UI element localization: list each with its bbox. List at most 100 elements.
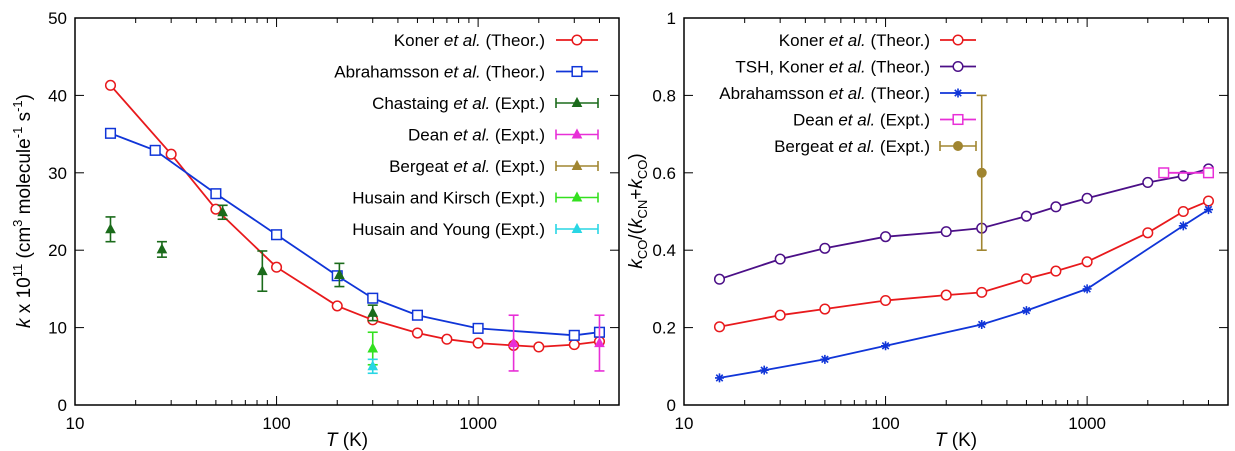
right-koner-point [713,321,726,333]
right-legend-item-tsh: TSH, Koner et al. (Theor.) [735,58,976,77]
right-koner-point [819,303,831,315]
left-chastaing-point [257,265,268,276]
right-legend-label-bergeat: Bergeat et al. (Expt.) [774,137,930,156]
right-dean-point [1158,167,1170,179]
left-legend-item-chastaing: Chastaing et al. (Expt.) [372,94,599,113]
right-legend-text: (Theor.) [866,31,930,50]
left-series-koner [104,79,606,353]
right-koner-point [1020,273,1032,285]
left-legend-marker [571,65,583,78]
left-legend-text: et al. [453,157,490,176]
right-tsh-line [719,168,1209,281]
chart-right: 10 100 1000 0 0.2 0.4 0.6 0.8 1 T (K) kCO/(kCN+k… [626,9,1229,451]
left-y-tick-label: 40 [48,86,67,105]
left-y-tick-label: 30 [48,164,67,183]
right-legend-label-abrahamsson: Abrahamsson et al. (Theor.) [719,84,930,103]
right-abrahamsson-point [1203,205,1213,215]
left-legend-item-husain_kirsch: Husain and Kirsch (Expt.) [352,189,599,208]
right-y-tick-label: 0.4 [652,241,676,260]
left-husain_young-point [367,360,379,371]
right-series-dean [1158,167,1215,179]
right-legend-text: et al. [829,84,866,103]
right-legend-text: et al. [838,137,875,156]
right-koner-point [880,294,892,307]
left-legend-label-husain_young: Husain and Young (Expt.) [352,220,545,239]
left-legend-label-abrahamsson: Abrahamsson et al. (Theor.) [334,63,545,82]
left-koner-point [210,203,222,215]
left-legend-text: (Theor.) [481,31,545,50]
left-legend-label-husain_kirsch: Husain and Kirsch (Expt.) [352,189,545,208]
left-legend-marker [571,159,583,170]
right-legend-marker [953,141,963,151]
right-legend-marker [952,34,964,46]
right-tsh-point [1050,201,1062,213]
left-legend-marker [571,96,583,107]
left-chastaing-point [367,306,379,317]
left-legend-item-koner: Koner et al. (Theor.) [394,31,598,50]
right-koner-point [1050,265,1062,277]
left-legend-text: et al. [453,126,490,145]
right-abrahamsson-point [1082,284,1092,294]
left-series-chastaing [105,204,379,322]
left-abrahamsson-point [472,322,484,334]
left-abrahamsson-point [367,292,379,304]
left-legend-item-bergeat: Bergeat et al. (Expt.) [389,157,599,176]
left-legend-marker [571,128,583,139]
left-legend-text: et al. [444,31,481,50]
left-legend-text: (Expt.) [490,126,545,145]
right-koner-line [719,200,1209,328]
right-legend-text: (Expt.) [875,111,930,130]
left-koner-point [331,300,343,312]
right-legend-text: et al. [838,111,875,130]
left-x-tick-label: 1000 [459,414,497,433]
right-abrahamsson-point [714,373,724,383]
right-abrahamsson-point [881,341,891,351]
left-koner-point [441,333,453,345]
right-dean-point [1202,167,1215,179]
right-abrahamsson-point [977,320,987,330]
right-tsh-point [1081,192,1093,204]
left-y-tick-label: 10 [48,319,67,338]
left-legend-item-abrahamsson: Abrahamsson et al. (Theor.) [334,63,598,82]
left-koner-point [411,327,423,339]
left-x-tick-label: 100 [262,414,290,433]
left-koner-point [533,341,545,353]
left-legend-text: Chastaing [372,94,453,113]
right-koner-point [774,309,786,321]
right-series-abrahamsson [714,205,1213,383]
right-legend-marker [952,113,964,126]
right-legend-text: Abrahamsson [719,84,829,103]
right-legend-text: (Theor.) [866,58,930,77]
left-series [104,79,606,375]
left-legend-item-dean: Dean et al. (Expt.) [408,126,599,145]
left-plot-frame [74,17,620,406]
left-abrahamsson-point [271,229,283,241]
right-koner-point [1081,256,1093,268]
right-bergeat-point [976,167,987,178]
right-legend-label-dean: Dean et al. (Expt.) [793,111,930,130]
right-ylabel: kCO/(kCN+kCO) [626,153,650,268]
right-koner-point [940,289,952,301]
right-abrahamsson-point [759,365,769,375]
right-koner-point [1177,205,1189,218]
left-legend-text: Dean [408,126,453,145]
right-legend-text: (Theor.) [866,84,930,103]
left-chastaing-point [217,206,228,217]
right-xlabel: T (K) [935,430,977,451]
right-tsh-point [774,253,786,265]
left-y-tick-label: 50 [48,9,67,28]
left-legend-text: Husain and Young (Expt.) [352,220,545,239]
right-legend-marker [952,60,964,73]
right-legend: Koner et al. (Theor.)TSH, Koner et al. (… [719,31,977,156]
right-x-tick-label: 10 [675,414,694,433]
left-legend: Koner et al. (Theor.) Abrahamsson et al. … [334,31,599,239]
left-legend-text: (Expt.) [490,94,545,113]
left-y-tick-label: 20 [48,241,67,260]
left-dean-point [508,337,519,348]
left-series-dean [508,314,605,372]
left-xlabel: T (K) [326,430,368,451]
left-koner-point [472,337,484,349]
left-legend-text: (Expt.) [490,157,545,176]
